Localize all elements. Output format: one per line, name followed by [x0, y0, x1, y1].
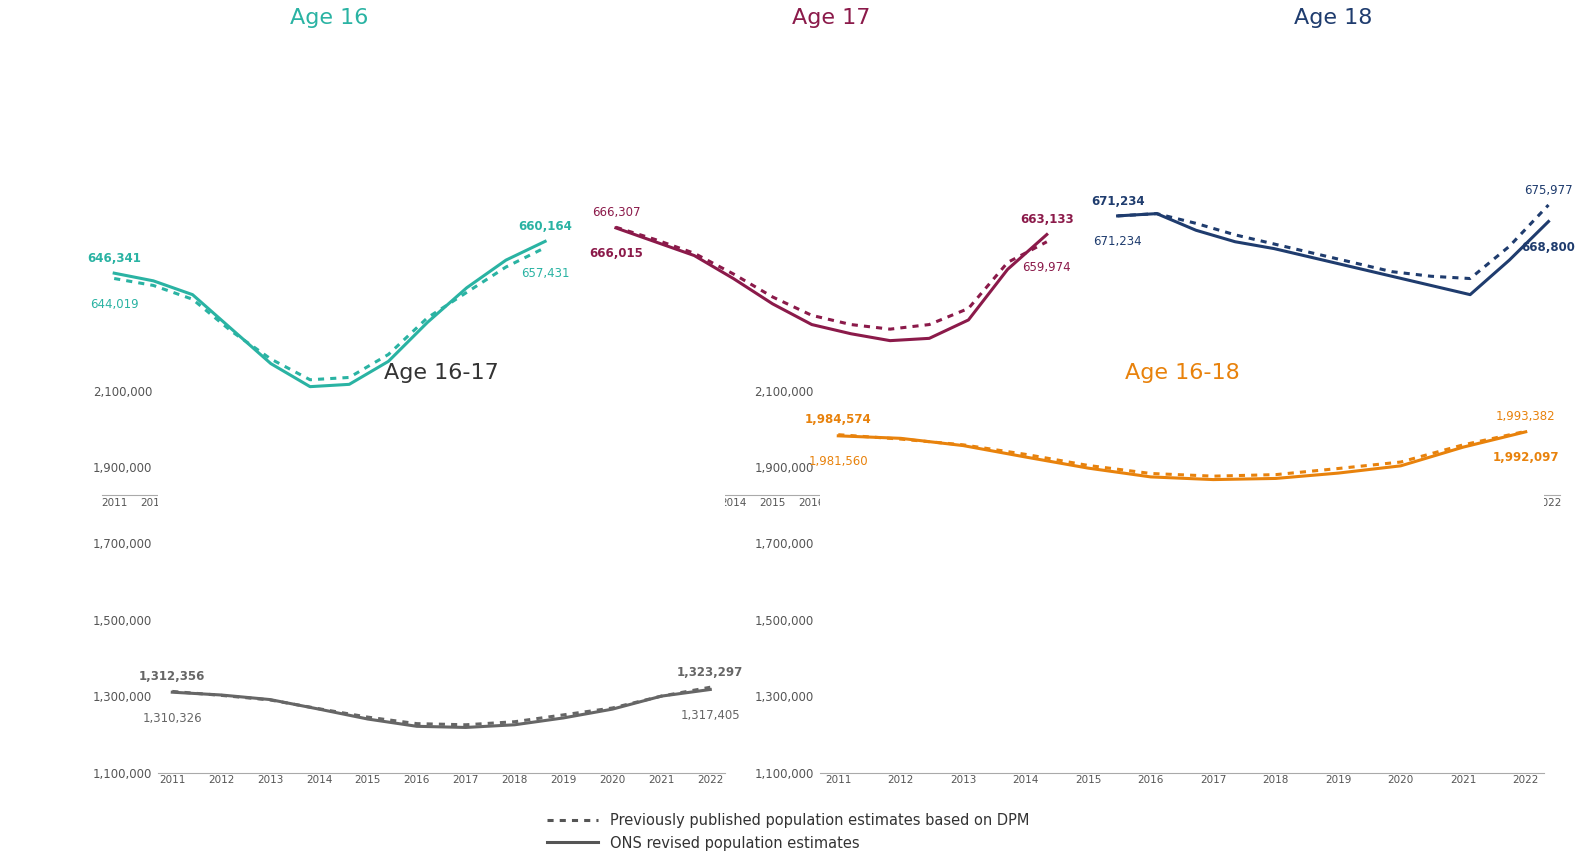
Title: Age 17: Age 17	[793, 8, 870, 28]
Text: 657,431: 657,431	[520, 267, 569, 280]
Text: 1,993,382: 1,993,382	[1496, 410, 1556, 423]
Text: 1,981,560: 1,981,560	[808, 456, 868, 468]
Text: 1,317,405: 1,317,405	[681, 709, 741, 722]
Text: 1,992,097: 1,992,097	[1492, 451, 1559, 464]
Text: 671,234: 671,234	[1094, 235, 1143, 248]
Title: Age 16-18: Age 16-18	[1125, 364, 1239, 384]
Text: 668,800: 668,800	[1521, 241, 1576, 254]
Text: 1,323,297: 1,323,297	[678, 666, 744, 679]
Text: 675,977: 675,977	[1524, 184, 1573, 197]
Title: Age 16-17: Age 16-17	[385, 364, 498, 384]
Text: 1,310,326: 1,310,326	[142, 712, 202, 725]
Legend: Previously published population estimates based on DPM, ONS revised population e: Previously published population estimate…	[541, 807, 1035, 857]
Text: 663,133: 663,133	[1020, 214, 1073, 227]
Text: 644,019: 644,019	[90, 298, 139, 311]
Text: 1,312,356: 1,312,356	[139, 670, 205, 683]
Text: 660,164: 660,164	[519, 220, 572, 233]
Text: 666,015: 666,015	[589, 247, 643, 260]
Text: 646,341: 646,341	[87, 252, 142, 265]
Title: Age 18: Age 18	[1294, 8, 1373, 28]
Text: 659,974: 659,974	[1023, 261, 1072, 274]
Title: Age 16: Age 16	[290, 8, 369, 28]
Text: 1,984,574: 1,984,574	[805, 413, 872, 426]
Text: 666,307: 666,307	[591, 206, 640, 219]
Text: 671,234: 671,234	[1091, 194, 1144, 207]
